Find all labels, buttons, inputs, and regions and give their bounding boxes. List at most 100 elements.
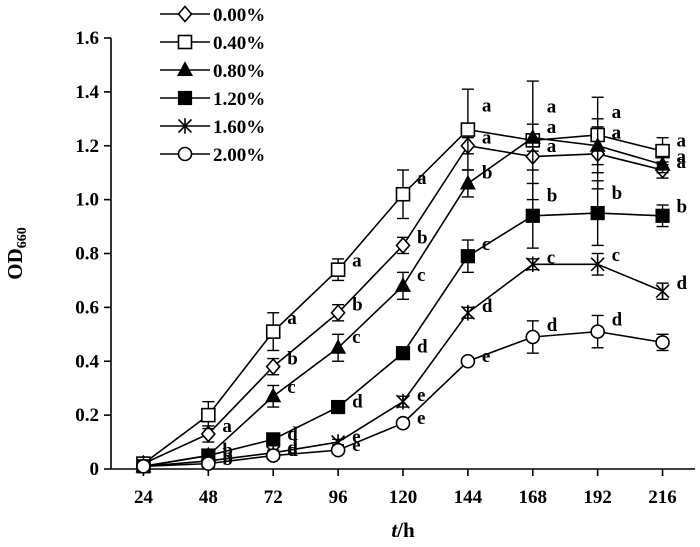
x-tick-label: 24: [134, 487, 154, 508]
significance-letter: d: [547, 315, 558, 336]
data-point: [330, 304, 346, 322]
data-point: [201, 456, 216, 471]
significance-letter: e: [352, 435, 360, 456]
data-point: [590, 256, 605, 273]
legend-item: 0.00%: [160, 5, 265, 26]
data-point: [330, 262, 346, 277]
significance-letter: a: [352, 250, 362, 271]
x-axis-title: t/h: [391, 518, 415, 542]
significance-letter: b: [612, 183, 623, 204]
y-tick-label: 0.4: [75, 351, 99, 372]
significance-letter: b: [482, 163, 493, 184]
significance-letter: a: [222, 416, 232, 437]
data-point: [590, 324, 605, 339]
significance-letter: b: [547, 186, 558, 207]
x-tick-label: 96: [329, 487, 348, 508]
significance-letter: d: [482, 296, 493, 317]
data-point: [525, 329, 541, 345]
legend-item: 1.60%: [160, 117, 265, 138]
significance-letter: b: [222, 440, 233, 461]
significance-letter: a: [417, 168, 427, 189]
data-point: [265, 324, 281, 339]
legend-item: 0.40%: [160, 33, 265, 54]
data-point: [524, 128, 541, 144]
significance-letter: c: [287, 377, 295, 398]
significance-letter: d: [352, 392, 363, 413]
legend-marker: [177, 90, 193, 106]
significance-letter: a: [287, 308, 297, 329]
data-point: [525, 208, 540, 223]
significance-letter: c: [482, 234, 490, 255]
series-4: [136, 180, 670, 474]
data-point: [330, 338, 347, 354]
data-point: [655, 143, 670, 159]
significance-letter: a: [677, 130, 687, 151]
legend-marker: [177, 34, 193, 50]
significance-letter: a: [677, 147, 687, 168]
x-tick-label: 192: [583, 487, 612, 508]
significance-letter: d: [677, 273, 688, 294]
x-tick-label: 168: [519, 487, 548, 508]
significance-letter: d: [417, 336, 428, 357]
significance-letter: a: [547, 117, 557, 138]
significance-letter: d: [287, 424, 298, 445]
significance-letter: a: [482, 128, 492, 149]
data-point: [331, 399, 346, 415]
series-layer: [135, 80, 671, 475]
data-point: [395, 186, 411, 202]
significance-letter: a: [547, 136, 557, 157]
data-point: [200, 425, 216, 443]
x-axis-title-var: t: [391, 518, 398, 542]
legend-label: 0.80%: [213, 61, 265, 82]
data-point: [655, 283, 670, 300]
legend-marker: [177, 5, 193, 23]
x-tick-label: 72: [264, 487, 283, 508]
significance-letter: a: [677, 152, 687, 173]
data-point: [459, 174, 476, 190]
data-point: [395, 276, 411, 292]
data-point: [395, 346, 411, 361]
data-point: [460, 304, 475, 321]
legend-label: 0.40%: [213, 33, 265, 54]
data-point: [589, 136, 606, 152]
significance-letter: a: [612, 122, 622, 143]
data-point: [525, 256, 540, 273]
y-tick-label: 1.2: [75, 136, 99, 157]
legend-marker: [177, 118, 193, 134]
y-axis-title-sub: 660: [15, 227, 30, 248]
x-tick-label: 144: [454, 487, 483, 508]
data-point: [265, 448, 281, 463]
y-axis-title: OD660: [3, 227, 30, 280]
data-point: [460, 122, 476, 137]
legend-label: 0.00%: [213, 5, 265, 26]
y-ticks: 0 0.2 0.4 0.6 0.8 1.0 1.2 1.4 1.6: [75, 28, 111, 480]
series-3: [135, 123, 671, 473]
significance-letter: c: [417, 265, 425, 286]
significance-letter: d: [287, 437, 298, 458]
data-point: [655, 208, 670, 223]
significance-letter: b: [222, 446, 233, 467]
data-point: [460, 249, 475, 264]
data-point: [266, 432, 281, 447]
significance-letter: c: [612, 245, 620, 266]
x-ticks: 24 48 72 96 120 144 168 192 216: [134, 469, 677, 508]
x-axis-title-unit: /h: [396, 518, 415, 542]
significance-letter: e: [352, 427, 360, 448]
x-tick-label: 120: [389, 487, 418, 508]
data-point: [460, 353, 476, 369]
significance-letter: b: [417, 227, 428, 248]
legend: 0.00% 0.40% 0.80% 1.20% 1.60% 2.00%: [160, 5, 265, 166]
y-tick-label: 1.4: [75, 82, 99, 103]
y-tick-label: 1.6: [75, 28, 99, 49]
legend-label: 1.20%: [213, 89, 265, 110]
data-point: [590, 205, 605, 221]
legend-label: 1.60%: [213, 117, 265, 138]
y-tick-label: 1.0: [75, 190, 99, 211]
y-tick-label: 0.6: [75, 297, 99, 318]
legend-item: 1.20%: [160, 89, 265, 110]
series-6: [136, 314, 670, 474]
y-axis-title-main: OD: [3, 248, 27, 280]
legend-marker: [177, 146, 193, 162]
